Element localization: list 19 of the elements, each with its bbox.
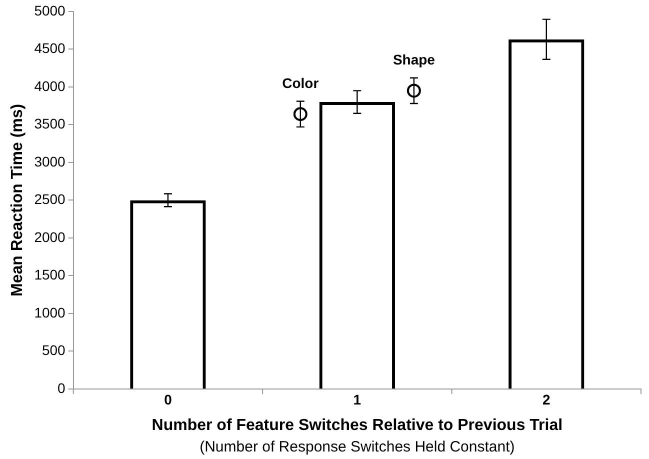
y-axis-title: Mean Reaction Time (ms)	[9, 104, 26, 297]
series-label: Shape	[392, 52, 436, 68]
x-tick-label: 0	[164, 391, 172, 408]
text: (Number of Response Switches Held Constant)	[200, 438, 515, 456]
series-label: Color	[282, 75, 320, 92]
x-tick-label: 1	[353, 391, 362, 408]
y-tick-label: 0	[58, 380, 66, 396]
y-tick-label: 3500	[34, 116, 66, 132]
y-tick-label: 3000	[34, 153, 66, 170]
y-tick-label: 5000	[34, 2, 66, 18]
y-tick-label: 1500	[34, 266, 66, 283]
x-axis-title: Number of Feature Switches Relative to Previous Trial	[152, 416, 563, 434]
y-tick-label: 500	[42, 342, 66, 358]
y-tick-label: 2000	[34, 228, 66, 245]
y-tick-label: 4000	[34, 78, 66, 94]
y-tick-label: 4500	[34, 40, 66, 56]
x-tick-label: 2	[542, 391, 550, 408]
y-tick-label: 1000	[34, 304, 66, 320]
y-tick-label: 2500	[34, 191, 66, 208]
